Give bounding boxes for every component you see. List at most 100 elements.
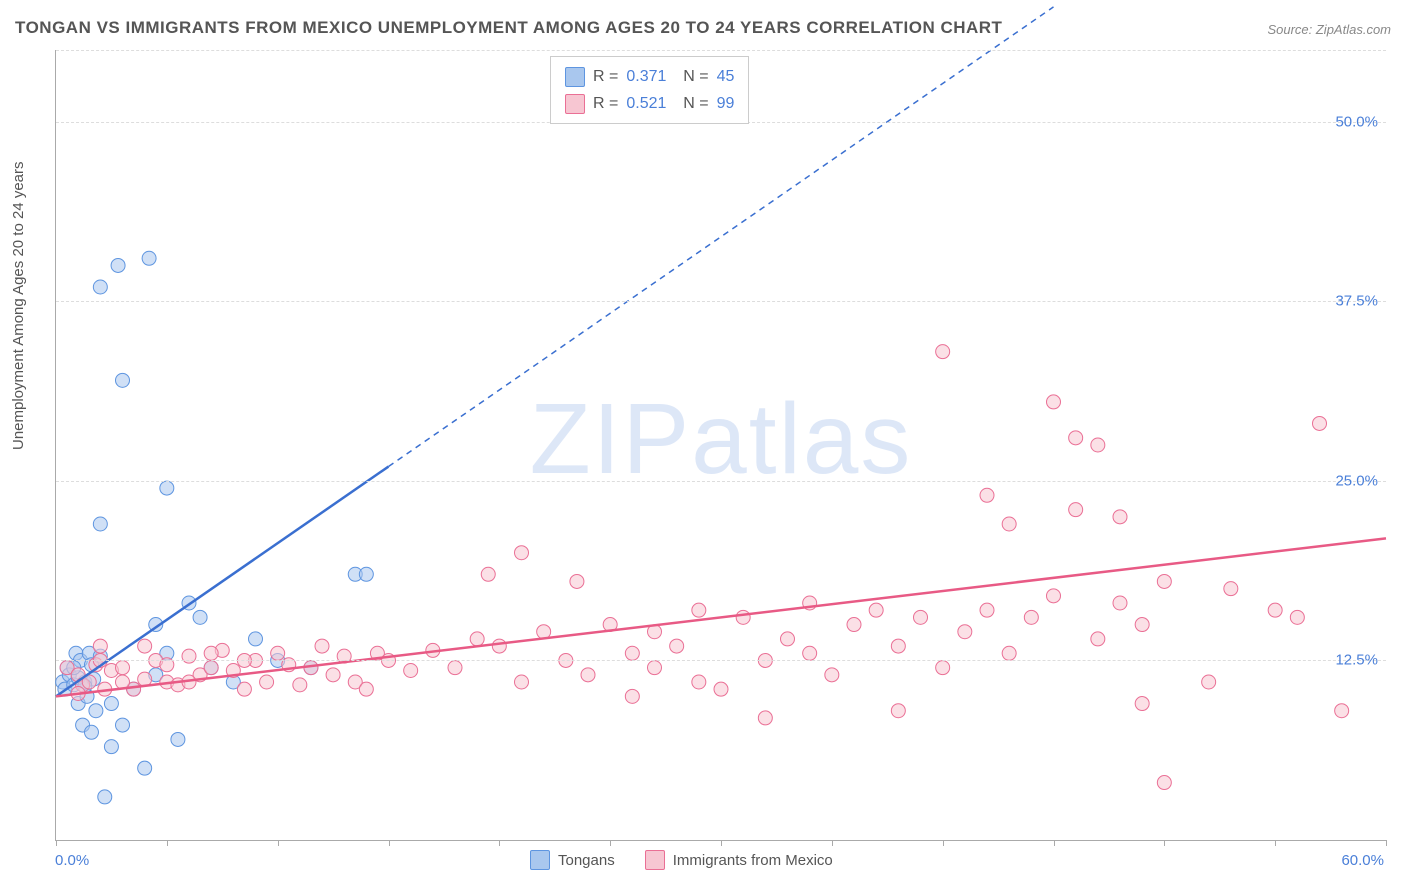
- data-point: [492, 639, 506, 653]
- data-point: [89, 704, 103, 718]
- data-point: [625, 646, 639, 660]
- data-point: [293, 678, 307, 692]
- data-point: [891, 639, 905, 653]
- data-point: [736, 610, 750, 624]
- data-point: [404, 664, 418, 678]
- data-point: [936, 345, 950, 359]
- data-point: [326, 668, 340, 682]
- x-tick: [278, 840, 279, 846]
- data-point: [93, 280, 107, 294]
- data-point: [171, 732, 185, 746]
- n-value: 45: [717, 63, 735, 90]
- data-point: [1069, 431, 1083, 445]
- data-point: [249, 632, 263, 646]
- data-point: [570, 574, 584, 588]
- legend-series-item: Tongans: [530, 850, 615, 870]
- y-axis-label: Unemployment Among Ages 20 to 24 years: [10, 161, 27, 450]
- data-point: [1113, 596, 1127, 610]
- data-point: [1135, 697, 1149, 711]
- data-point: [359, 567, 373, 581]
- gridline: [56, 481, 1386, 482]
- chart-title: TONGAN VS IMMIGRANTS FROM MEXICO UNEMPLO…: [15, 18, 1002, 38]
- data-point: [980, 603, 994, 617]
- legend-series-label: Immigrants from Mexico: [673, 852, 833, 869]
- n-label: N =: [674, 90, 708, 117]
- data-point: [116, 718, 130, 732]
- x-tick: [943, 840, 944, 846]
- data-point: [914, 610, 928, 624]
- data-point: [1335, 704, 1349, 718]
- data-point: [1135, 618, 1149, 632]
- data-point: [193, 610, 207, 624]
- data-point: [1157, 776, 1171, 790]
- legend-swatch: [565, 94, 585, 114]
- data-point: [825, 668, 839, 682]
- legend-swatch: [565, 67, 585, 87]
- data-point: [847, 618, 861, 632]
- r-label: R =: [593, 63, 618, 90]
- legend-series: Tongans Immigrants from Mexico: [530, 850, 833, 870]
- data-point: [1091, 438, 1105, 452]
- r-value: 0.371: [626, 63, 666, 90]
- data-point: [515, 675, 529, 689]
- data-point: [1002, 646, 1016, 660]
- gridline: [56, 301, 1386, 302]
- x-tick: [56, 840, 57, 846]
- r-label: R =: [593, 90, 618, 117]
- data-point: [958, 625, 972, 639]
- x-tick: [167, 840, 168, 846]
- data-point: [138, 761, 152, 775]
- data-point: [891, 704, 905, 718]
- data-point: [1268, 603, 1282, 617]
- data-point: [93, 639, 107, 653]
- data-point: [581, 668, 595, 682]
- x-origin-label: 0.0%: [55, 852, 89, 869]
- data-point: [758, 711, 772, 725]
- data-point: [1091, 632, 1105, 646]
- data-point: [980, 488, 994, 502]
- data-point: [714, 682, 728, 696]
- gridline: [56, 660, 1386, 661]
- x-tick: [1164, 840, 1165, 846]
- data-point: [204, 661, 218, 675]
- legend-stats-row: R = 0.371 N = 45: [565, 63, 734, 90]
- data-point: [315, 639, 329, 653]
- legend-stats: R = 0.371 N = 45R = 0.521 N = 99: [550, 56, 749, 124]
- data-point: [1069, 503, 1083, 517]
- data-point: [93, 517, 107, 531]
- legend-series-item: Immigrants from Mexico: [645, 850, 833, 870]
- data-point: [1157, 574, 1171, 588]
- data-point: [142, 251, 156, 265]
- data-point: [116, 661, 130, 675]
- y-tick-label: 50.0%: [1335, 113, 1378, 130]
- gridline: [56, 50, 1386, 51]
- data-point: [98, 790, 112, 804]
- data-point: [1113, 510, 1127, 524]
- data-point: [1290, 610, 1304, 624]
- legend-stats-row: R = 0.521 N = 99: [565, 90, 734, 117]
- data-point: [692, 675, 706, 689]
- data-point: [116, 373, 130, 387]
- data-point: [160, 481, 174, 495]
- data-point: [204, 646, 218, 660]
- source-label: Source: ZipAtlas.com: [1267, 22, 1391, 37]
- data-point: [803, 646, 817, 660]
- x-tick: [389, 840, 390, 846]
- r-value: 0.521: [626, 90, 666, 117]
- data-point: [470, 632, 484, 646]
- data-point: [260, 675, 274, 689]
- n-value: 99: [717, 90, 735, 117]
- n-label: N =: [674, 63, 708, 90]
- x-tick: [610, 840, 611, 846]
- data-point: [692, 603, 706, 617]
- data-point: [1002, 517, 1016, 531]
- data-point: [1024, 610, 1038, 624]
- data-point: [869, 603, 883, 617]
- legend-swatch: [645, 850, 665, 870]
- data-point: [936, 661, 950, 675]
- scatter-plot: [56, 50, 1386, 840]
- data-point: [1047, 395, 1061, 409]
- x-tick: [1054, 840, 1055, 846]
- data-point: [104, 697, 118, 711]
- data-point: [670, 639, 684, 653]
